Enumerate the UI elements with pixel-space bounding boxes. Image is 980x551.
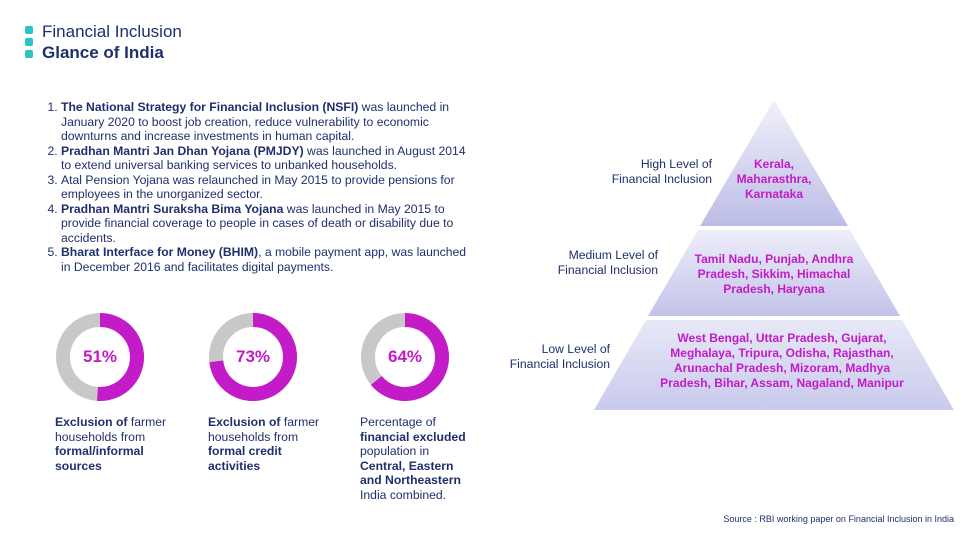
caption-part: formal/informal sources xyxy=(55,444,144,473)
logo-bars-icon xyxy=(25,26,34,62)
donut-value: 73% xyxy=(235,347,271,366)
state-line: Pradesh, Haryana xyxy=(723,282,825,296)
stat-caption: Percentage of financial excluded populat… xyxy=(360,415,470,502)
donut-fill xyxy=(56,313,144,401)
donut-fill xyxy=(209,313,297,401)
source-note: Source : RBI working paper on Financial … xyxy=(723,514,954,524)
donut-chart-credit-exclusion: 73% xyxy=(208,312,298,402)
level-label-medium: Medium Level of Financial Inclusion xyxy=(506,248,658,278)
list-item: Pradhan Mantri Suraksha Bima Yojana was … xyxy=(61,202,471,246)
donut-value: 51% xyxy=(82,347,118,366)
state-line: Maharasthra, xyxy=(736,172,812,186)
state-line: West Bengal, Uttar Pradesh, Gujarat, xyxy=(677,331,887,345)
initiative-name: Pradhan Mantri Suraksha Bima Yojana xyxy=(61,201,284,216)
donut-fill xyxy=(361,313,449,401)
label-line: Financial Inclusion xyxy=(611,172,712,186)
state-line: Tamil Nadu, Punjab, Andhra xyxy=(694,252,854,266)
caption-part: population in xyxy=(360,444,430,458)
donut-value: 64% xyxy=(387,347,423,366)
state-line: Arunachal Pradesh, Mizoram, Madhya xyxy=(673,361,891,375)
caption-part: formal credit activities xyxy=(208,444,282,473)
list-item: The National Strategy for Financial Incl… xyxy=(61,100,471,144)
caption-part: Exclusion of xyxy=(55,415,128,429)
state-line: Karnataka xyxy=(744,187,804,201)
level-label-low: Low Level of Financial Inclusion xyxy=(458,342,610,372)
label-line: Financial Inclusion xyxy=(509,357,610,371)
initiative-text: , a mobile payment app, was launched in … xyxy=(61,245,467,274)
initiative-name: Pradhan Mantri Jan Dhan Yojana (PMJDY) xyxy=(61,143,304,158)
caption-part: Exclusion of xyxy=(208,415,281,429)
caption-part: Central, Eastern and Northeastern xyxy=(360,458,461,488)
tier-high-states: Kerala, Maharasthra, Karnataka xyxy=(704,157,844,202)
state-line: Meghalaya, Tripura, Odisha, Rajasthan, xyxy=(670,346,894,360)
donut-chart-regional-exclusion: 64% xyxy=(360,312,450,402)
initiative-text: Atal Pension Yojana was relaunched in Ma… xyxy=(61,172,455,202)
initiative-text: was launched in May 2015 to provide fina… xyxy=(61,201,454,245)
initiative-name: Bharat Interface for Money (BHIM) xyxy=(61,245,259,259)
list-item: Atal Pension Yojana was relaunched in Ma… xyxy=(61,173,471,202)
donut-chart-farmer-exclusion: 51% xyxy=(55,312,145,402)
stat-caption: Exclusion of farmer households from form… xyxy=(208,415,328,473)
caption-part: Percentage of xyxy=(360,415,436,429)
initiative-text: was launched in August 2014 to extend un… xyxy=(61,143,466,173)
page-subtitle: Glance of India xyxy=(42,43,164,62)
state-line: Pradesh, Bihar, Assam, Nagaland, Manipur xyxy=(660,376,904,390)
caption-part: farmer households from xyxy=(55,415,167,444)
financial-inclusion-pyramid xyxy=(594,100,954,410)
state-line: Pradesh, Sikkim, Himachal xyxy=(697,267,851,281)
label-line: Medium Level of xyxy=(568,248,658,262)
initiatives-list: The National Strategy for Financial Incl… xyxy=(42,100,471,274)
initiative-text: was launched in January 2020 to boost jo… xyxy=(61,100,450,143)
page-title: Financial Inclusion xyxy=(42,22,182,41)
list-item: Bharat Interface for Money (BHIM), a mob… xyxy=(61,245,471,274)
label-line: Financial Inclusion xyxy=(557,263,658,277)
caption-part: India combined. xyxy=(360,487,447,502)
level-label-high: High Level of Financial Inclusion xyxy=(560,157,712,187)
tier-low-states: West Bengal, Uttar Pradesh, Gujarat, Meg… xyxy=(634,331,930,391)
caption-part: financial excluded xyxy=(360,429,466,444)
stat-caption: Exclusion of farmer households from form… xyxy=(55,415,175,473)
label-line: High Level of xyxy=(640,157,712,171)
pyramid-tier-high xyxy=(700,100,848,226)
pyramid-tier-medium xyxy=(648,230,900,316)
list-item: Pradhan Mantri Jan Dhan Yojana (PMJDY) w… xyxy=(61,144,471,173)
initiative-name: The National Strategy for Financial Incl… xyxy=(61,100,359,114)
caption-part: farmer households from xyxy=(208,415,320,444)
pyramid-tier-low xyxy=(594,320,954,410)
tier-medium-states: Tamil Nadu, Punjab, Andhra Pradesh, Sikk… xyxy=(664,252,884,297)
state-line: Kerala, xyxy=(753,157,795,171)
label-line: Low Level of xyxy=(541,342,610,356)
